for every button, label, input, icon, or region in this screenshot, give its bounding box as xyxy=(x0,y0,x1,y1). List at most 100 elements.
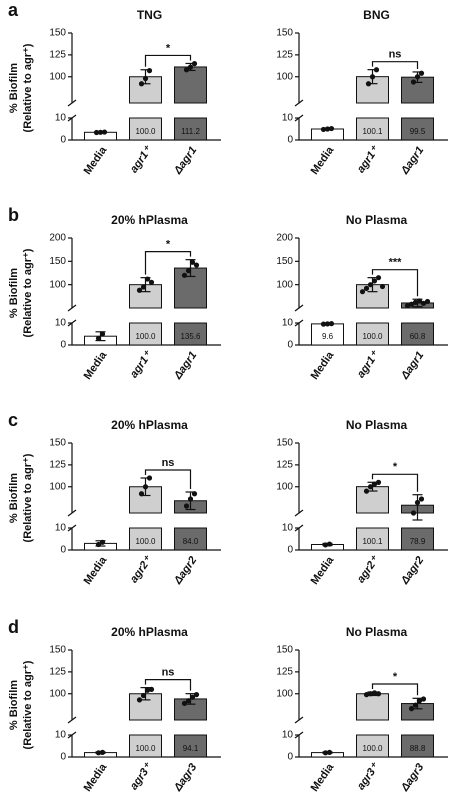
y-axis-label: % Biofilm xyxy=(8,680,20,730)
value-label: 94.1 xyxy=(183,744,199,753)
data-point xyxy=(193,262,200,268)
data-point xyxy=(138,491,145,497)
y-tick-label: 100 xyxy=(276,688,293,699)
y-tick-label: 125 xyxy=(49,460,66,471)
value-label: 60.8 xyxy=(410,332,426,341)
data-point xyxy=(95,335,102,341)
data-point xyxy=(322,750,329,756)
data-point xyxy=(363,692,370,698)
x-tick-label: agr2⁺ xyxy=(355,554,382,586)
y-tick-label: 125 xyxy=(276,667,293,678)
data-point xyxy=(375,275,382,281)
data-point xyxy=(418,70,425,76)
y-tick-label: 10 xyxy=(55,523,67,534)
x-tick-label: agr1⁺ xyxy=(355,144,382,176)
x-tick-label: agr3⁺ xyxy=(128,761,155,793)
y-tick-label: 0 xyxy=(60,340,66,351)
significance-bracket xyxy=(371,61,419,69)
data-point xyxy=(140,692,147,699)
x-tick-label: Δagr3 xyxy=(398,762,426,795)
bar xyxy=(401,527,434,551)
data-point xyxy=(410,510,417,516)
chart-title: No Plasma xyxy=(346,213,408,227)
data-point xyxy=(359,289,366,295)
axis-break xyxy=(67,716,77,724)
y-tick-label: 100 xyxy=(49,279,66,290)
data-point xyxy=(412,299,419,305)
chart-title: 20% hPlasma xyxy=(111,625,188,639)
bar xyxy=(174,322,207,346)
data-point xyxy=(408,301,415,307)
data-point xyxy=(404,303,411,309)
data-point xyxy=(328,125,335,132)
chart-title: No Plasma xyxy=(346,625,408,639)
bar xyxy=(356,322,389,346)
y-tick-label: 10 xyxy=(282,523,294,534)
bar xyxy=(356,527,389,551)
data-point xyxy=(414,74,421,80)
data-point xyxy=(320,126,327,133)
significance-bracket xyxy=(371,683,419,696)
data-point xyxy=(367,691,374,697)
chart-title: 20% hPlasma xyxy=(111,418,188,432)
significance-label: *** xyxy=(389,257,403,269)
x-tick-label: Δagr1 xyxy=(171,350,199,383)
y-tick-label: 150 xyxy=(49,28,66,39)
significance-bracket xyxy=(144,251,192,275)
data-point xyxy=(324,126,331,132)
data-point xyxy=(189,694,196,700)
bar xyxy=(401,734,434,758)
data-point xyxy=(379,283,386,290)
data-point xyxy=(148,279,155,285)
data-point xyxy=(146,475,153,481)
x-tick-label: agr1⁺ xyxy=(128,349,155,381)
y-axis-label: (Relative to agr⁺) xyxy=(22,453,34,542)
value-label: 78.9 xyxy=(410,537,426,546)
x-tick-label: Δagr1 xyxy=(171,145,199,178)
y-tick-label: 0 xyxy=(287,135,293,146)
y-tick-label: 150 xyxy=(276,28,293,39)
y-tick-label: 150 xyxy=(276,256,293,267)
y-tick-label: 0 xyxy=(60,545,66,556)
y-tick-label: 10 xyxy=(282,318,294,329)
y-tick-label: 0 xyxy=(287,545,293,556)
x-tick-label: Media xyxy=(309,554,337,587)
data-point xyxy=(367,484,374,490)
x-tick-label: Media xyxy=(82,349,110,382)
data-point xyxy=(191,491,198,497)
chart-title: 20% hPlasma xyxy=(111,213,188,227)
y-tick-label: 200 xyxy=(276,233,293,244)
data-point xyxy=(185,268,192,274)
bar xyxy=(401,117,434,141)
chart-title: TNG xyxy=(137,8,162,22)
bar xyxy=(174,66,207,104)
data-point xyxy=(97,129,104,135)
significance-label: * xyxy=(166,239,171,251)
value-label: 135.6 xyxy=(180,332,201,341)
axis-break xyxy=(67,99,77,107)
y-tick-label: 150 xyxy=(49,256,66,267)
y-axis-label: % Biofilm xyxy=(8,473,20,523)
y-tick-label: 100 xyxy=(276,279,293,290)
value-label: 88.8 xyxy=(410,744,426,753)
data-point xyxy=(410,79,417,85)
x-tick-label: Media xyxy=(82,144,110,177)
significance-bracket xyxy=(371,473,419,492)
chart-title: BNG xyxy=(363,8,390,22)
y-axis-label: (Relative to agr⁺) xyxy=(22,43,34,132)
value-label: 100.1 xyxy=(362,537,383,546)
data-point xyxy=(375,479,382,485)
significance-bracket xyxy=(144,679,192,691)
axis-break xyxy=(67,304,77,312)
data-point xyxy=(193,692,200,698)
data-point xyxy=(424,298,431,305)
y-axis-label: (Relative to agr⁺) xyxy=(22,248,34,337)
significance-label: * xyxy=(393,461,398,473)
x-tick-label: Δagr1 xyxy=(398,350,426,383)
bar xyxy=(356,693,389,721)
significance-bracket xyxy=(371,269,419,297)
x-tick-label: agr1⁺ xyxy=(355,349,382,381)
x-tick-label: Δagr2 xyxy=(398,555,426,588)
y-tick-label: 10 xyxy=(282,113,294,124)
